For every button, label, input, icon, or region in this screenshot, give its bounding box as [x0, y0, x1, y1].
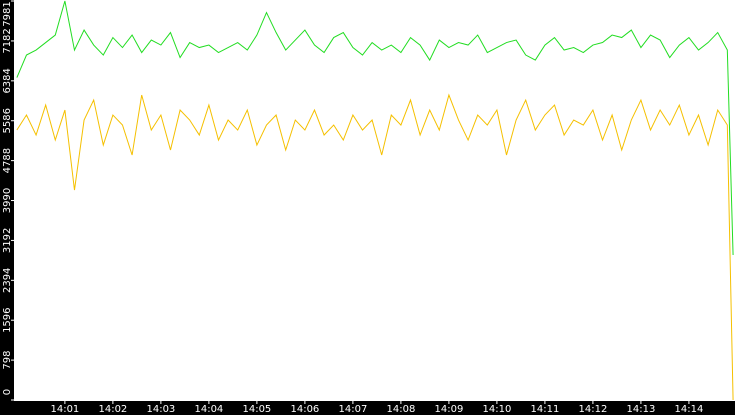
series-line — [16, 93, 734, 401]
x-tick-label: 14:05 — [242, 404, 271, 415]
y-tick-label: 5586 — [2, 108, 13, 133]
y-tick-label: 7981 — [2, 1, 13, 26]
x-axis-band — [0, 401, 735, 415]
x-tick-label: 14:01 — [50, 404, 79, 415]
x-tick-label: 14:13 — [627, 404, 656, 415]
y-tick-label: 2394 — [2, 268, 13, 293]
x-tick-label: 14:10 — [482, 404, 511, 415]
y-tick-label: 3990 — [2, 188, 13, 213]
series-line — [16, 0, 734, 256]
y-tick-label: 0 — [2, 389, 13, 395]
y-tick-label: 6384 — [2, 68, 13, 93]
y-axis-band — [0, 0, 14, 415]
x-tick-label: 14:07 — [338, 404, 367, 415]
y-tick-label: 3192 — [2, 228, 13, 253]
y-tick-label: 4788 — [2, 148, 13, 173]
x-tick-label: 14:08 — [386, 404, 415, 415]
x-tick-label: 14:12 — [578, 404, 607, 415]
x-tick-label: 14:03 — [146, 404, 175, 415]
x-tick-label: 14:04 — [194, 404, 223, 415]
y-tick-label: 1596 — [2, 307, 13, 332]
x-tick-label: 14:06 — [290, 404, 319, 415]
x-tick-label: 14:11 — [530, 404, 559, 415]
y-tick-label: 7182 — [2, 28, 13, 53]
x-tick-label: 14:14 — [675, 404, 704, 415]
x-tick-label: 14:02 — [98, 404, 127, 415]
y-tick-label: 798 — [2, 351, 13, 370]
x-tick-label: 14:09 — [434, 404, 463, 415]
